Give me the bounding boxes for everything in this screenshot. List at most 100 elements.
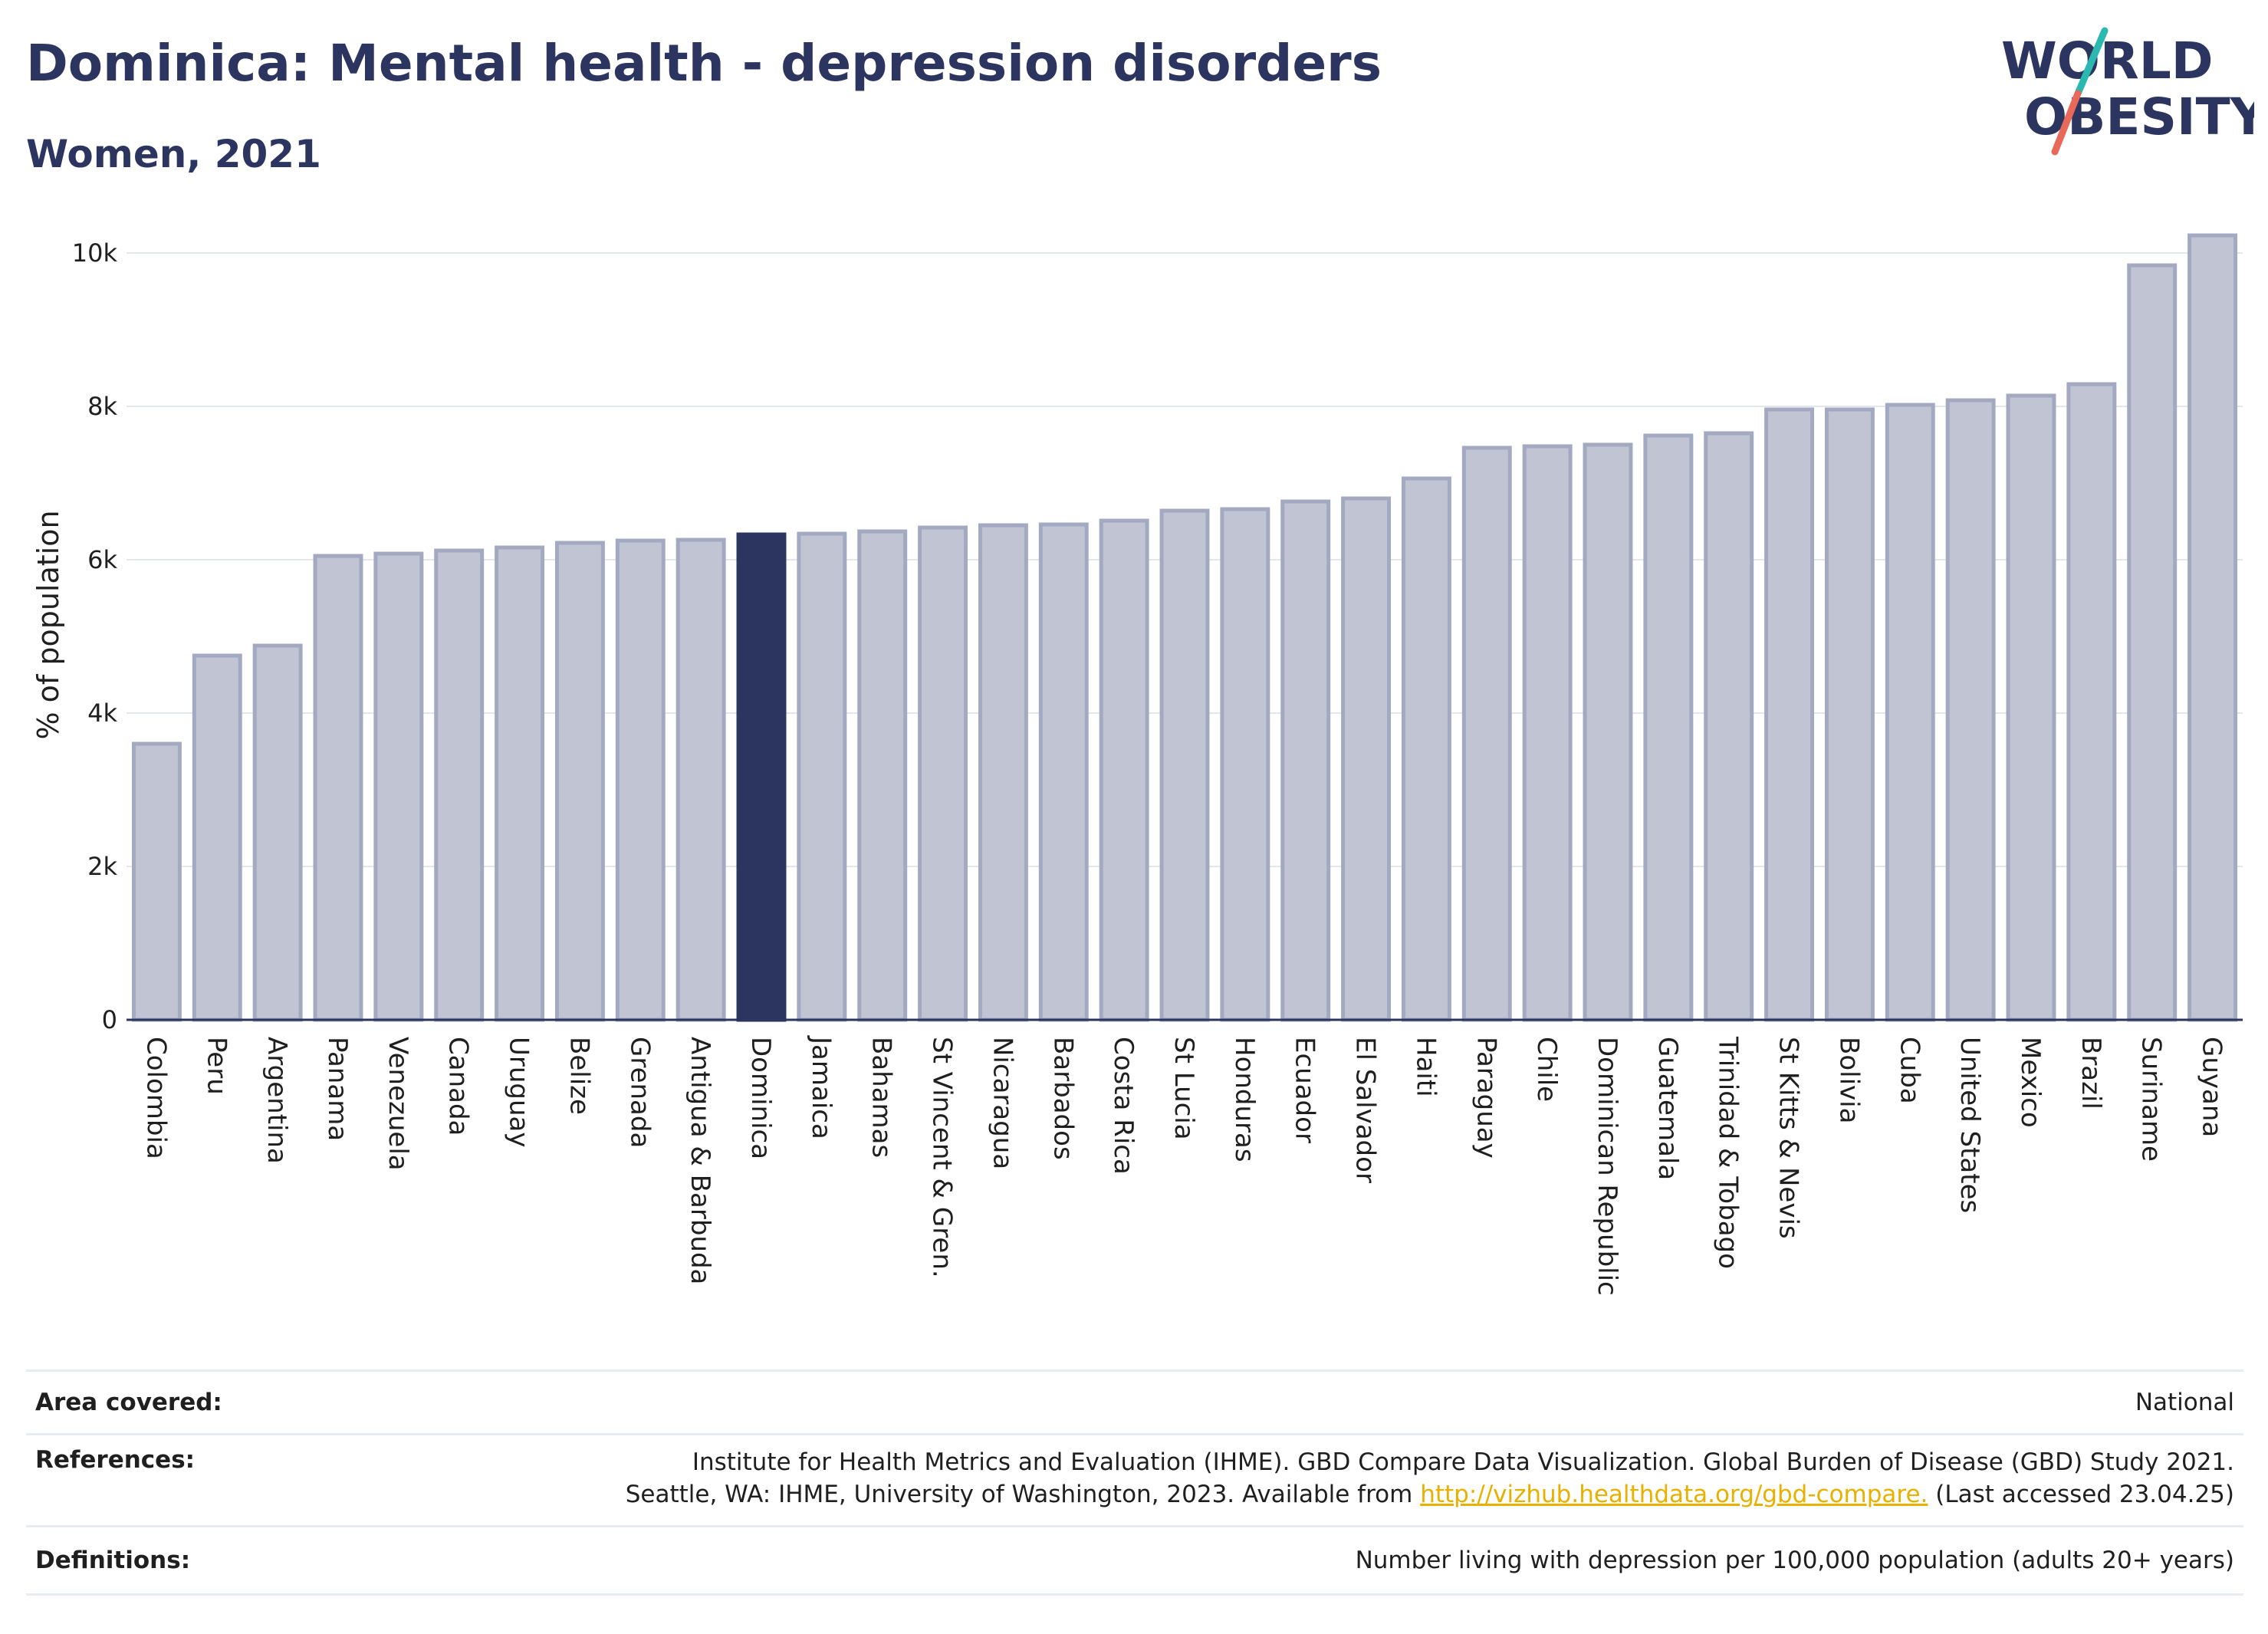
bar xyxy=(1159,508,1210,1022)
y-axis-label: % of population xyxy=(31,510,65,739)
world-obesity-logo: WORLD OBESITY xyxy=(1994,23,2268,161)
bar xyxy=(131,741,182,1022)
footer-definitions-row: Definitions: Number living with depressi… xyxy=(26,1525,2243,1596)
bar xyxy=(1643,433,1694,1022)
x-tick-label: Suriname xyxy=(2136,1037,2167,1162)
y-tick-label: 10k xyxy=(72,238,118,268)
footer-area-row: Area covered: National xyxy=(26,1369,2243,1433)
bar xyxy=(1220,507,1270,1022)
y-tick-label: 6k xyxy=(87,545,117,574)
bar xyxy=(1824,407,1875,1022)
x-tick-label: Dominican Republic xyxy=(1592,1037,1622,1296)
logo-line1: WORLD xyxy=(2001,31,2214,90)
bar xyxy=(1099,518,1149,1022)
bar xyxy=(373,551,424,1022)
x-tick-label: Chile xyxy=(1531,1037,1562,1102)
x-tick-label: St Vincent & Gren. xyxy=(927,1037,958,1278)
bar xyxy=(313,554,363,1022)
bar xyxy=(736,532,787,1022)
bar xyxy=(1280,499,1331,1022)
bar xyxy=(192,653,242,1022)
bar xyxy=(1341,496,1392,1022)
x-tick-label: Ecuador xyxy=(1290,1037,1320,1143)
x-tick-label: Antigua & Barbuda xyxy=(685,1037,715,1284)
x-tick-label: Cuba xyxy=(1894,1037,1925,1104)
references-value: Institute for Health Metrics and Evaluat… xyxy=(626,1446,2243,1511)
x-tick-label: St Kitts & Nevis xyxy=(1773,1037,1804,1239)
chart-subtitle: Women, 2021 xyxy=(26,132,321,176)
bar xyxy=(1583,442,1633,1022)
bar xyxy=(2187,233,2238,1022)
references-line1: Institute for Health Metrics and Evaluat… xyxy=(692,1448,2234,1476)
x-tick-label: Argentina xyxy=(261,1037,292,1164)
bar xyxy=(978,523,1028,1022)
bar xyxy=(2127,263,2178,1022)
x-tick-label: Venezuela xyxy=(383,1037,413,1171)
bar xyxy=(1945,398,1996,1022)
x-tick-label: Barbados xyxy=(1047,1037,1078,1160)
logo-slash-coral xyxy=(2051,90,2082,156)
bar xyxy=(1522,444,1573,1022)
area-label: Area covered: xyxy=(35,1389,222,1416)
bar xyxy=(797,531,847,1022)
x-tick-label: Trinidad & Tobago xyxy=(1713,1036,1744,1269)
x-tick-label: Honduras xyxy=(1229,1037,1260,1162)
bar-chart: 0 2k 4k 6k 8k 10k % of population Colombia Peru A… xyxy=(31,233,2243,1296)
footer-references-row: References: Institute for Health Metrics… xyxy=(26,1433,2243,1525)
world-obesity-logo-graphic: WORLD OBESITY xyxy=(2001,27,2268,156)
x-tick-label: Guyana xyxy=(2197,1037,2227,1137)
x-tick-label: United States xyxy=(1954,1037,1985,1213)
references-line2-pre: Seattle, WA: IHME, University of Washing… xyxy=(625,1481,1421,1508)
logo-line2: OBESITY xyxy=(2024,87,2254,146)
references-label: References: xyxy=(35,1446,196,1474)
y-tick-label: 8k xyxy=(87,392,117,421)
x-tick-label: Nicaragua xyxy=(987,1037,1017,1169)
y-tick-label: 2k xyxy=(87,852,117,881)
logo-slash-teal xyxy=(2074,27,2109,97)
x-tick-label: Colombia xyxy=(140,1037,171,1159)
bar xyxy=(1401,476,1451,1022)
x-tick-label: Dominica xyxy=(745,1037,776,1159)
chart-title: Dominica: Mental health - depression dis… xyxy=(26,34,1382,93)
y-tick-label: 0 xyxy=(102,1005,117,1034)
x-tick-label: Belize xyxy=(564,1037,594,1115)
x-tick-label: Mexico xyxy=(2015,1037,2046,1128)
bar xyxy=(2006,393,2056,1022)
x-tick-label: Grenada xyxy=(624,1037,655,1148)
references-line2-post: (Last accessed 23.04.25) xyxy=(1928,1481,2234,1508)
bar xyxy=(2066,382,2117,1022)
bar xyxy=(857,529,908,1022)
references-link[interactable]: http://vizhub.healthdata.org/gbd-compare… xyxy=(1420,1481,1928,1508)
bar xyxy=(252,643,303,1022)
bar xyxy=(1461,445,1512,1022)
x-tick-label: Brazil xyxy=(2076,1037,2106,1110)
x-tick-label: Canada xyxy=(443,1037,474,1136)
bar xyxy=(1704,431,1754,1022)
bar xyxy=(554,541,605,1022)
bar xyxy=(1764,407,1815,1022)
x-tick-label: El Salvador xyxy=(1350,1037,1381,1183)
x-tick-label: St Lucia xyxy=(1169,1037,1199,1140)
x-tick-label: Peru xyxy=(201,1037,232,1095)
bar xyxy=(495,545,545,1022)
area-value: National xyxy=(2135,1389,2234,1416)
bar xyxy=(1885,403,1935,1022)
bar xyxy=(1038,522,1089,1022)
chart-footer: Area covered: National References: Insti… xyxy=(26,1369,2243,1596)
bar xyxy=(675,538,726,1022)
x-tick-label: Haiti xyxy=(1410,1037,1441,1097)
y-tick-label: 4k xyxy=(87,699,117,728)
x-tick-label: Jamaica xyxy=(806,1035,837,1139)
bar xyxy=(434,548,485,1022)
definitions-value: Number living with depression per 100,00… xyxy=(1355,1547,2234,1574)
x-tick-label: Costa Rica xyxy=(1108,1037,1139,1175)
x-tick-label: Guatemala xyxy=(1652,1037,1683,1180)
x-tick-label: Panama xyxy=(322,1037,353,1141)
x-tick-label: Bolivia xyxy=(1833,1037,1864,1123)
x-tick-label: Paraguay xyxy=(1471,1037,1501,1159)
references-line2: Seattle, WA: IHME, University of Washing… xyxy=(626,1478,2234,1511)
x-tick-label: Bahamas xyxy=(866,1037,897,1158)
definitions-label: Definitions: xyxy=(35,1547,191,1574)
bar xyxy=(918,525,968,1022)
bar xyxy=(615,538,666,1022)
